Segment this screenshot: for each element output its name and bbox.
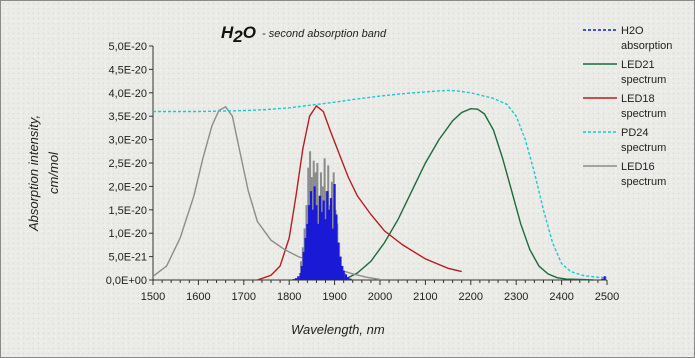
x-axis-title: Wavelength, nm <box>291 322 385 337</box>
x-tick-label: 2000 <box>368 291 392 303</box>
y-tick-label: 1,5E-20 <box>108 205 147 217</box>
y-axis-title-group: Absorption intensity, <box>26 115 41 232</box>
x-tick-label: 1700 <box>232 291 256 303</box>
legend-label: spectrum <box>621 74 666 86</box>
y-tick-label: 5,0E-21 <box>108 252 147 264</box>
plot-area: 0,0E+00 5,0E-21 1,0E-20 1,5E-20 2,0E-20 2,5E-… <box>106 41 620 303</box>
y-tick-label: 3,0E-20 <box>108 135 147 147</box>
legend-label: spectrum <box>621 142 666 154</box>
chart-title: H2O <box>221 23 256 46</box>
title-o: O <box>243 23 256 42</box>
x-tick-label: 1500 <box>141 291 165 303</box>
legend-label: spectrum <box>621 176 666 188</box>
y-axis-title-line2: cm/mol <box>46 151 61 194</box>
y-tick-label: 0,0E+00 <box>106 275 147 287</box>
title-subscript: 2 <box>232 27 243 46</box>
title-h: H <box>221 23 234 42</box>
y-tick-label: 1,0E-20 <box>108 228 147 240</box>
y-axis-title-group-2: cm/mol <box>46 151 61 194</box>
legend-item-led21-spectrum: LED21 spectrum <box>583 59 666 86</box>
series-line-led18-spectrum <box>257 104 462 281</box>
legend-item-pd24-spectrum: PD24 spectrum <box>583 127 666 154</box>
x-tick-label: 2100 <box>413 291 437 303</box>
legend-item-led16-spectrum: LED16 spectrum <box>583 161 666 188</box>
legend-label: spectrum <box>621 108 666 120</box>
legend-label: LED21 <box>621 59 655 71</box>
legend-label: LED18 <box>621 93 655 105</box>
x-tick-label: 2400 <box>549 291 573 303</box>
y-tick-label: 5,0E-20 <box>108 41 147 53</box>
x-tick-label: 2200 <box>459 291 483 303</box>
series-line-led21-spectrum <box>343 107 594 281</box>
y-tick-label: 2,5E-20 <box>108 158 147 170</box>
legend-label: LED16 <box>621 161 655 173</box>
chart-subtitle: - second absorption band <box>262 28 387 40</box>
legend-item-led18-spectrum: LED18 spectrum <box>583 93 666 120</box>
y-tick-label: 3,5E-20 <box>108 111 147 123</box>
x-tick-label: 2500 <box>595 291 619 303</box>
x-tick-label: 1900 <box>322 291 346 303</box>
y-tick-label: 2,0E-20 <box>108 181 147 193</box>
x-tick-label: 2300 <box>504 291 528 303</box>
legend: H2OabsorptionLED21spectrumLED18spectrumP… <box>583 25 672 188</box>
series-line-led16-spectrum <box>152 105 381 281</box>
y-tick-label: 4,0E-20 <box>108 88 147 100</box>
legend-label: H2O <box>621 25 644 37</box>
x-tick-label: 1600 <box>186 291 210 303</box>
legend-label: PD24 <box>621 127 649 139</box>
y-tick-label: 4,5E-20 <box>108 64 147 76</box>
legend-label: absorption <box>621 40 672 52</box>
x-tick-label: 1800 <box>277 291 301 303</box>
y-axis-title-line1: Absorption intensity, <box>26 115 41 232</box>
legend-item-h2o-absorption: H2O absorption <box>583 25 672 52</box>
series-h2o-absorption <box>290 184 606 280</box>
series-line-pd24-spectrum <box>153 89 608 279</box>
